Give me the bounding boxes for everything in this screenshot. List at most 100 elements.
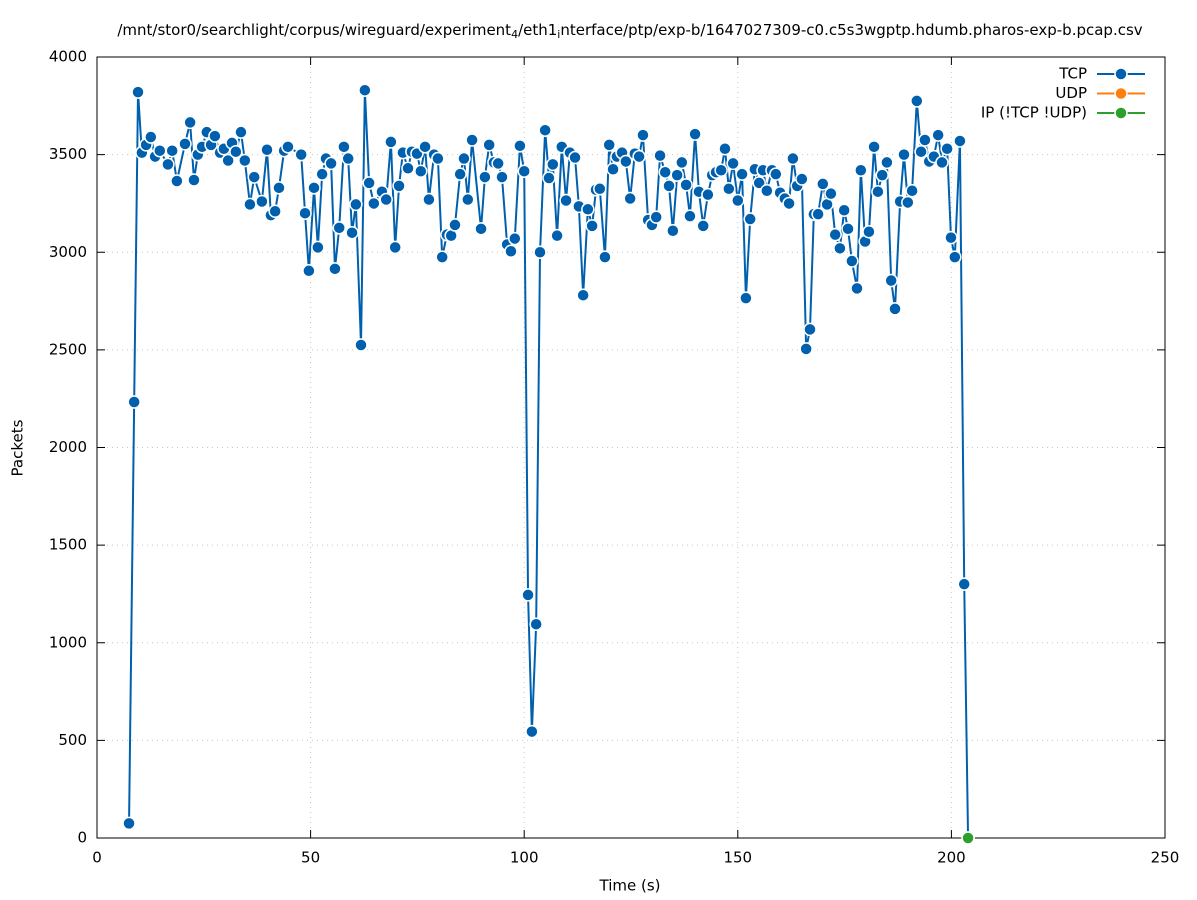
data-point xyxy=(961,831,975,845)
data-point xyxy=(696,219,710,233)
data-point xyxy=(341,151,355,166)
data-point xyxy=(824,186,838,201)
data-point xyxy=(517,164,531,178)
data-point xyxy=(666,224,680,238)
x-tick-label: 100 xyxy=(510,849,539,867)
data-point xyxy=(795,172,809,186)
data-point xyxy=(268,204,282,218)
data-point xyxy=(884,273,898,288)
x-tick-label: 50 xyxy=(301,849,320,867)
data-point xyxy=(714,163,728,177)
data-point xyxy=(529,617,543,631)
data-point xyxy=(880,155,894,170)
data-point xyxy=(345,225,359,240)
data-point xyxy=(559,193,573,208)
data-point xyxy=(208,129,222,143)
data-point xyxy=(478,170,492,184)
data-point xyxy=(127,395,141,409)
data-point xyxy=(183,115,197,130)
data-point xyxy=(187,173,201,187)
data-point xyxy=(465,133,479,147)
data-point xyxy=(243,197,257,212)
data-point xyxy=(384,135,398,149)
data-point xyxy=(414,164,428,178)
data-point xyxy=(649,210,663,224)
data-point xyxy=(862,224,876,239)
data-point xyxy=(850,281,864,296)
data-point xyxy=(940,142,954,156)
data-point xyxy=(811,207,825,221)
data-point xyxy=(833,241,847,256)
data-point xyxy=(349,197,363,212)
data-point xyxy=(905,183,919,198)
data-point xyxy=(546,157,560,172)
y-tick-label: 2500 xyxy=(49,340,87,358)
data-point xyxy=(448,218,462,232)
data-point xyxy=(585,219,599,233)
chart-title: /mnt/stor0/searchlight/corpus/wireguard/… xyxy=(117,21,1142,42)
data-point xyxy=(854,163,868,177)
title-subscript: i xyxy=(557,28,560,41)
data-point xyxy=(362,176,376,190)
data-point xyxy=(260,142,274,157)
data-point xyxy=(871,184,885,199)
data-point xyxy=(178,137,192,151)
data-point xyxy=(760,183,774,198)
data-point xyxy=(606,162,620,177)
data-point xyxy=(658,165,672,179)
legend-label: IP (!TCP !UDP) xyxy=(981,104,1087,122)
data-point xyxy=(247,170,261,184)
data-point xyxy=(670,168,684,182)
y-tick-label: 2000 xyxy=(49,438,87,456)
x-axis-label: Time (s) xyxy=(599,877,661,895)
data-point xyxy=(568,150,582,165)
data-point xyxy=(722,182,736,196)
y-tick-label: 0 xyxy=(77,829,87,847)
data-point xyxy=(679,178,693,192)
data-point xyxy=(234,125,248,139)
data-point xyxy=(294,147,308,162)
legend-label: UDP xyxy=(1055,84,1087,102)
data-point xyxy=(504,244,518,259)
data-point xyxy=(315,167,329,181)
y-tick-label: 3000 xyxy=(49,243,87,261)
y-tick-label: 1000 xyxy=(49,633,87,651)
data-point xyxy=(957,577,971,591)
data-point xyxy=(508,231,522,246)
data-point xyxy=(598,250,612,264)
title-part: /eth1 xyxy=(518,21,557,39)
plot-frame xyxy=(96,56,1166,839)
data-point xyxy=(533,245,547,259)
data-point xyxy=(491,156,505,171)
data-point xyxy=(482,138,496,152)
data-point xyxy=(718,142,732,156)
data-point xyxy=(281,140,295,154)
data-point xyxy=(845,254,859,268)
data-point xyxy=(576,288,590,302)
data-point xyxy=(636,128,650,142)
data-point xyxy=(918,133,932,147)
data-point xyxy=(953,134,967,148)
title-subscript: 4 xyxy=(511,28,518,41)
data-point xyxy=(816,177,830,191)
data-point xyxy=(324,156,338,171)
data-point xyxy=(769,167,783,181)
data-point xyxy=(165,143,179,158)
data-point xyxy=(935,155,949,170)
data-point xyxy=(298,206,312,220)
data-point xyxy=(743,212,757,226)
data-point xyxy=(495,170,509,184)
data-point xyxy=(229,144,243,159)
data-point xyxy=(731,193,745,208)
data-point xyxy=(867,140,881,154)
data-point xyxy=(170,174,184,188)
data-point xyxy=(841,222,855,236)
data-point xyxy=(875,168,889,182)
data-point xyxy=(581,202,595,217)
data-point xyxy=(683,209,697,223)
x-tick-label: 150 xyxy=(723,849,752,867)
data-point xyxy=(144,130,158,144)
y-axis-label: Packets xyxy=(9,419,27,476)
data-point xyxy=(337,140,351,154)
data-point xyxy=(602,138,616,152)
